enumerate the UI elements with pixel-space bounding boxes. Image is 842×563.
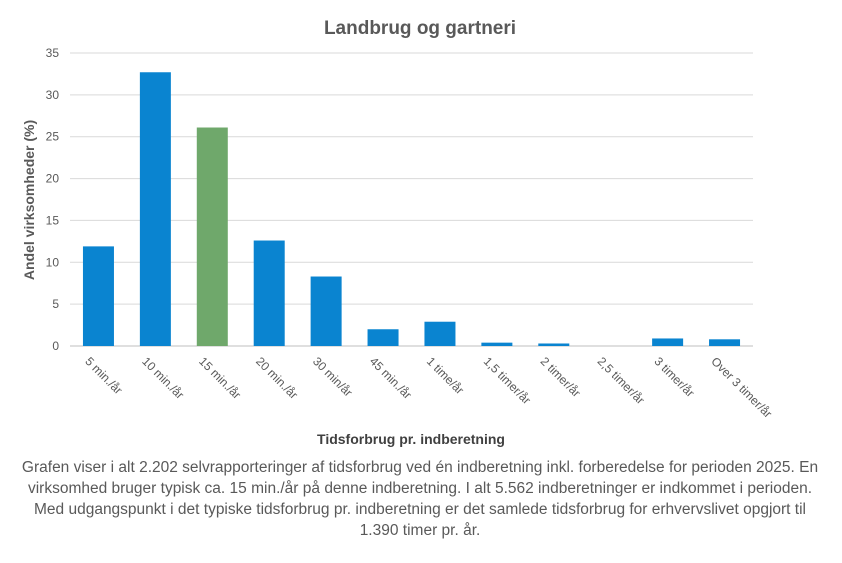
y-tick-label: 35 [46, 46, 60, 60]
x-tick-label: 2,5 timer/år [595, 354, 648, 407]
bar [424, 321, 456, 346]
bar [709, 339, 741, 346]
bar [253, 240, 285, 346]
x-tick-label: Over 3 timer/år [708, 354, 774, 420]
bar [139, 72, 171, 347]
bars [82, 72, 741, 347]
y-tick-label: 0 [52, 339, 59, 353]
bar [538, 343, 570, 346]
y-tick-label: 25 [46, 130, 60, 144]
y-axis-ticks: 0 5 10 15 20 25 30 35 [46, 46, 60, 353]
y-tick-label: 15 [46, 213, 60, 227]
x-tick-label: 10 min./år [139, 354, 187, 402]
x-tick-label: 2 timer/år [538, 354, 584, 400]
bar [481, 342, 513, 346]
x-tick-label: 20 min./år [253, 354, 301, 402]
y-tick-label: 30 [46, 88, 60, 102]
x-tick-label: 15 min./år [196, 354, 244, 402]
bar [367, 329, 399, 346]
x-tick-label: 30 min/år [310, 354, 355, 399]
x-tick-label: 1,5 timer/år [481, 354, 534, 407]
y-tick-label: 5 [52, 297, 59, 311]
bar [196, 127, 228, 347]
y-axis-label: Andel virksomheder (%) [21, 120, 37, 280]
x-tick-label: 45 min./år [367, 354, 415, 402]
chart-title: Landbrug og gartneri [324, 18, 516, 39]
bar [82, 246, 114, 346]
bar [652, 338, 684, 346]
x-tick-label: 5 min./år [82, 354, 125, 397]
x-tick-label: 3 timer/år [652, 354, 698, 400]
chart-caption: Grafen viser i alt 2.202 selvrapporterin… [21, 459, 819, 539]
x-axis-ticks: 5 min./år 10 min./år 15 min./år 20 min./år 3… [82, 354, 775, 420]
grid-lines [70, 52, 753, 347]
y-tick-label: 20 [46, 172, 60, 186]
y-tick-label: 10 [46, 255, 60, 269]
bar [310, 276, 342, 346]
x-axis-label: Tidsforbrug pr. indberetning [317, 431, 505, 447]
x-tick-label: 1 time/år [424, 354, 467, 397]
